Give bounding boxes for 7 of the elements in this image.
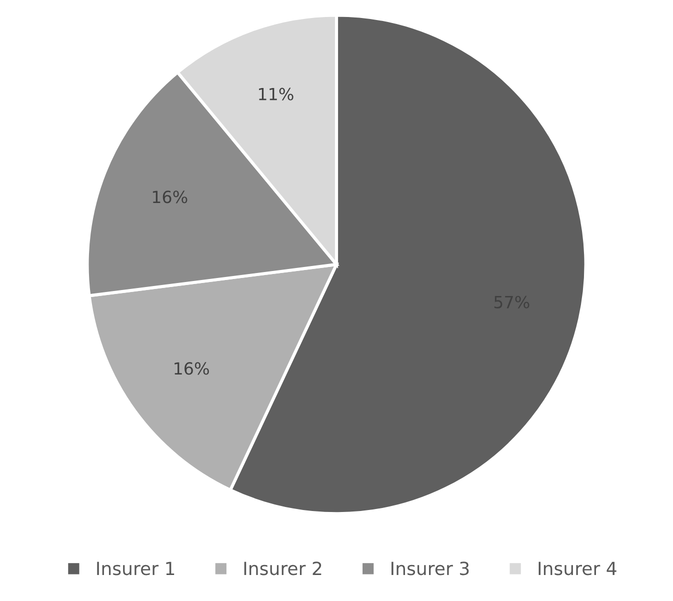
data-label: 11% xyxy=(259,88,294,100)
legend-label: Insurer 3 xyxy=(392,562,469,576)
legend-label: Insurer 4 xyxy=(538,562,616,576)
legend-label: Insurer 1 xyxy=(97,562,174,576)
legend-label: Insurer 2 xyxy=(244,562,322,576)
data-label: 16% xyxy=(174,362,209,375)
data-label: 16% xyxy=(152,190,188,204)
